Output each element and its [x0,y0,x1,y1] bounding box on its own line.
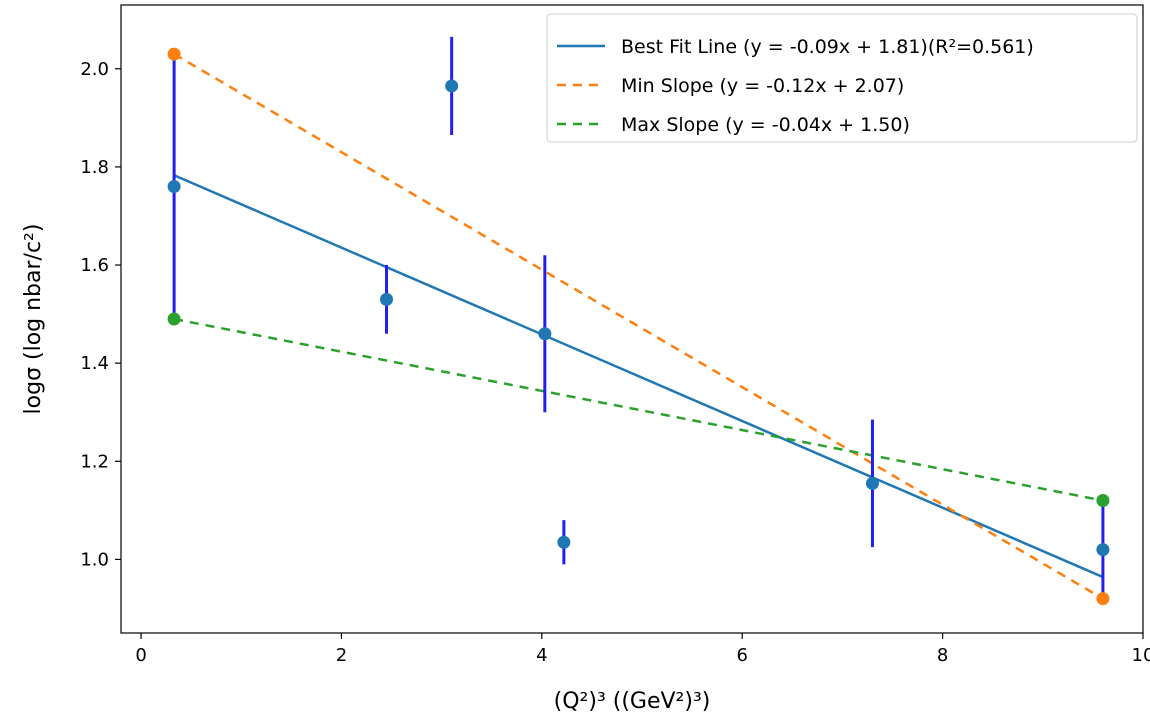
x-tick-label-5: 10 [1132,645,1150,666]
y-tick-label-3: 1.6 [80,255,109,276]
x-tick-label-1: 2 [336,645,347,666]
min-slope-line-endpoint-1 [1096,592,1110,606]
x-axis-label: (Q²)³ ((GeV²)³) [554,689,711,714]
x-tick-label-4: 8 [937,645,948,666]
y-axis-label: logσ (log nbar/c²) [21,224,46,415]
ticks-group: 0 2 4 6 8 10 1.0 1.2 1.4 1.6 1.8 2.0 [80,59,1150,666]
legend-label-3: Max Slope (y = -0.04x + 1.50) [621,114,910,136]
plot-frame [120,4,1144,634]
legend: Best Fit Line (y = -0.09x + 1.81)(R²=0.5… [546,13,1138,143]
points-group [167,47,1110,606]
data-point-0 [167,180,181,194]
y-tick-label-1: 1.2 [80,451,109,472]
max-slope-line-endpoint-1 [1096,494,1110,508]
min-slope-line-endpoint-0 [167,47,181,61]
fit-lines-group [173,52,1104,600]
legend-box [546,13,1138,143]
x-tick-label-3: 6 [736,645,747,666]
legend-label-2: Min Slope (y = -0.12x + 2.07) [621,75,904,97]
best-fit-line [173,174,1104,579]
data-point-5 [865,476,879,490]
y-tick-label-5: 2.0 [80,59,109,80]
data-point-3 [538,327,552,341]
max-slope-line-endpoint-0 [167,312,181,326]
data-point-1 [380,292,394,306]
data-point-6 [1096,543,1110,557]
y-tick-label-0: 1.0 [80,549,109,570]
x-tick-label-2: 4 [536,645,547,666]
y-tick-label-4: 1.8 [80,157,109,178]
data-point-2 [445,79,459,93]
x-tick-label-0: 0 [135,645,146,666]
min-slope-line [173,52,1104,600]
data-point-4 [557,535,571,549]
legend-label-1: Best Fit Line (y = -0.09x + 1.81)(R²=0.5… [621,36,1034,58]
max-slope-line [173,317,1104,502]
y-tick-label-2: 1.4 [80,353,109,374]
